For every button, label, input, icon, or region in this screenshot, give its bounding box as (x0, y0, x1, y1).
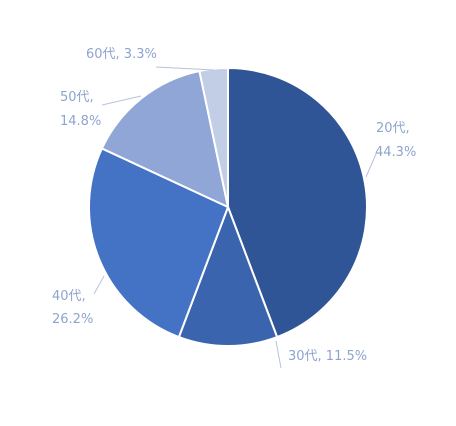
leader-line-1 (365, 153, 377, 178)
data-label-name-3: 40代, (52, 289, 86, 304)
pie-slice-4 (100, 69, 230, 209)
pie-slices (88, 66, 368, 347)
leader-line-3 (93, 275, 105, 295)
leader-lines (93, 66, 377, 369)
data-labels: 20代, 44.3% 30代, 11.5% 40代, 26.2% 50代, 14.8% 60代… (52, 47, 416, 364)
pie-slice-1 (227, 66, 368, 339)
data-label-value-3: 26.2% (52, 312, 93, 327)
data-label-value-1: 44.3% (375, 145, 416, 160)
data-label-value-4: 14.8% (60, 114, 101, 129)
leader-line-5 (155, 66, 215, 71)
leader-line-4 (101, 95, 142, 106)
data-label-name-4: 50代, (60, 90, 94, 105)
pie-slice-5 (198, 66, 229, 208)
leader-line-2 (275, 340, 282, 369)
pie-slice-2 (177, 204, 279, 347)
data-label-name-1: 20代, (376, 121, 410, 136)
pie-slice-3 (88, 147, 230, 339)
data-label-5: 60代, 3.3% (86, 47, 157, 62)
data-label-2: 30代, 11.5% (288, 349, 367, 364)
